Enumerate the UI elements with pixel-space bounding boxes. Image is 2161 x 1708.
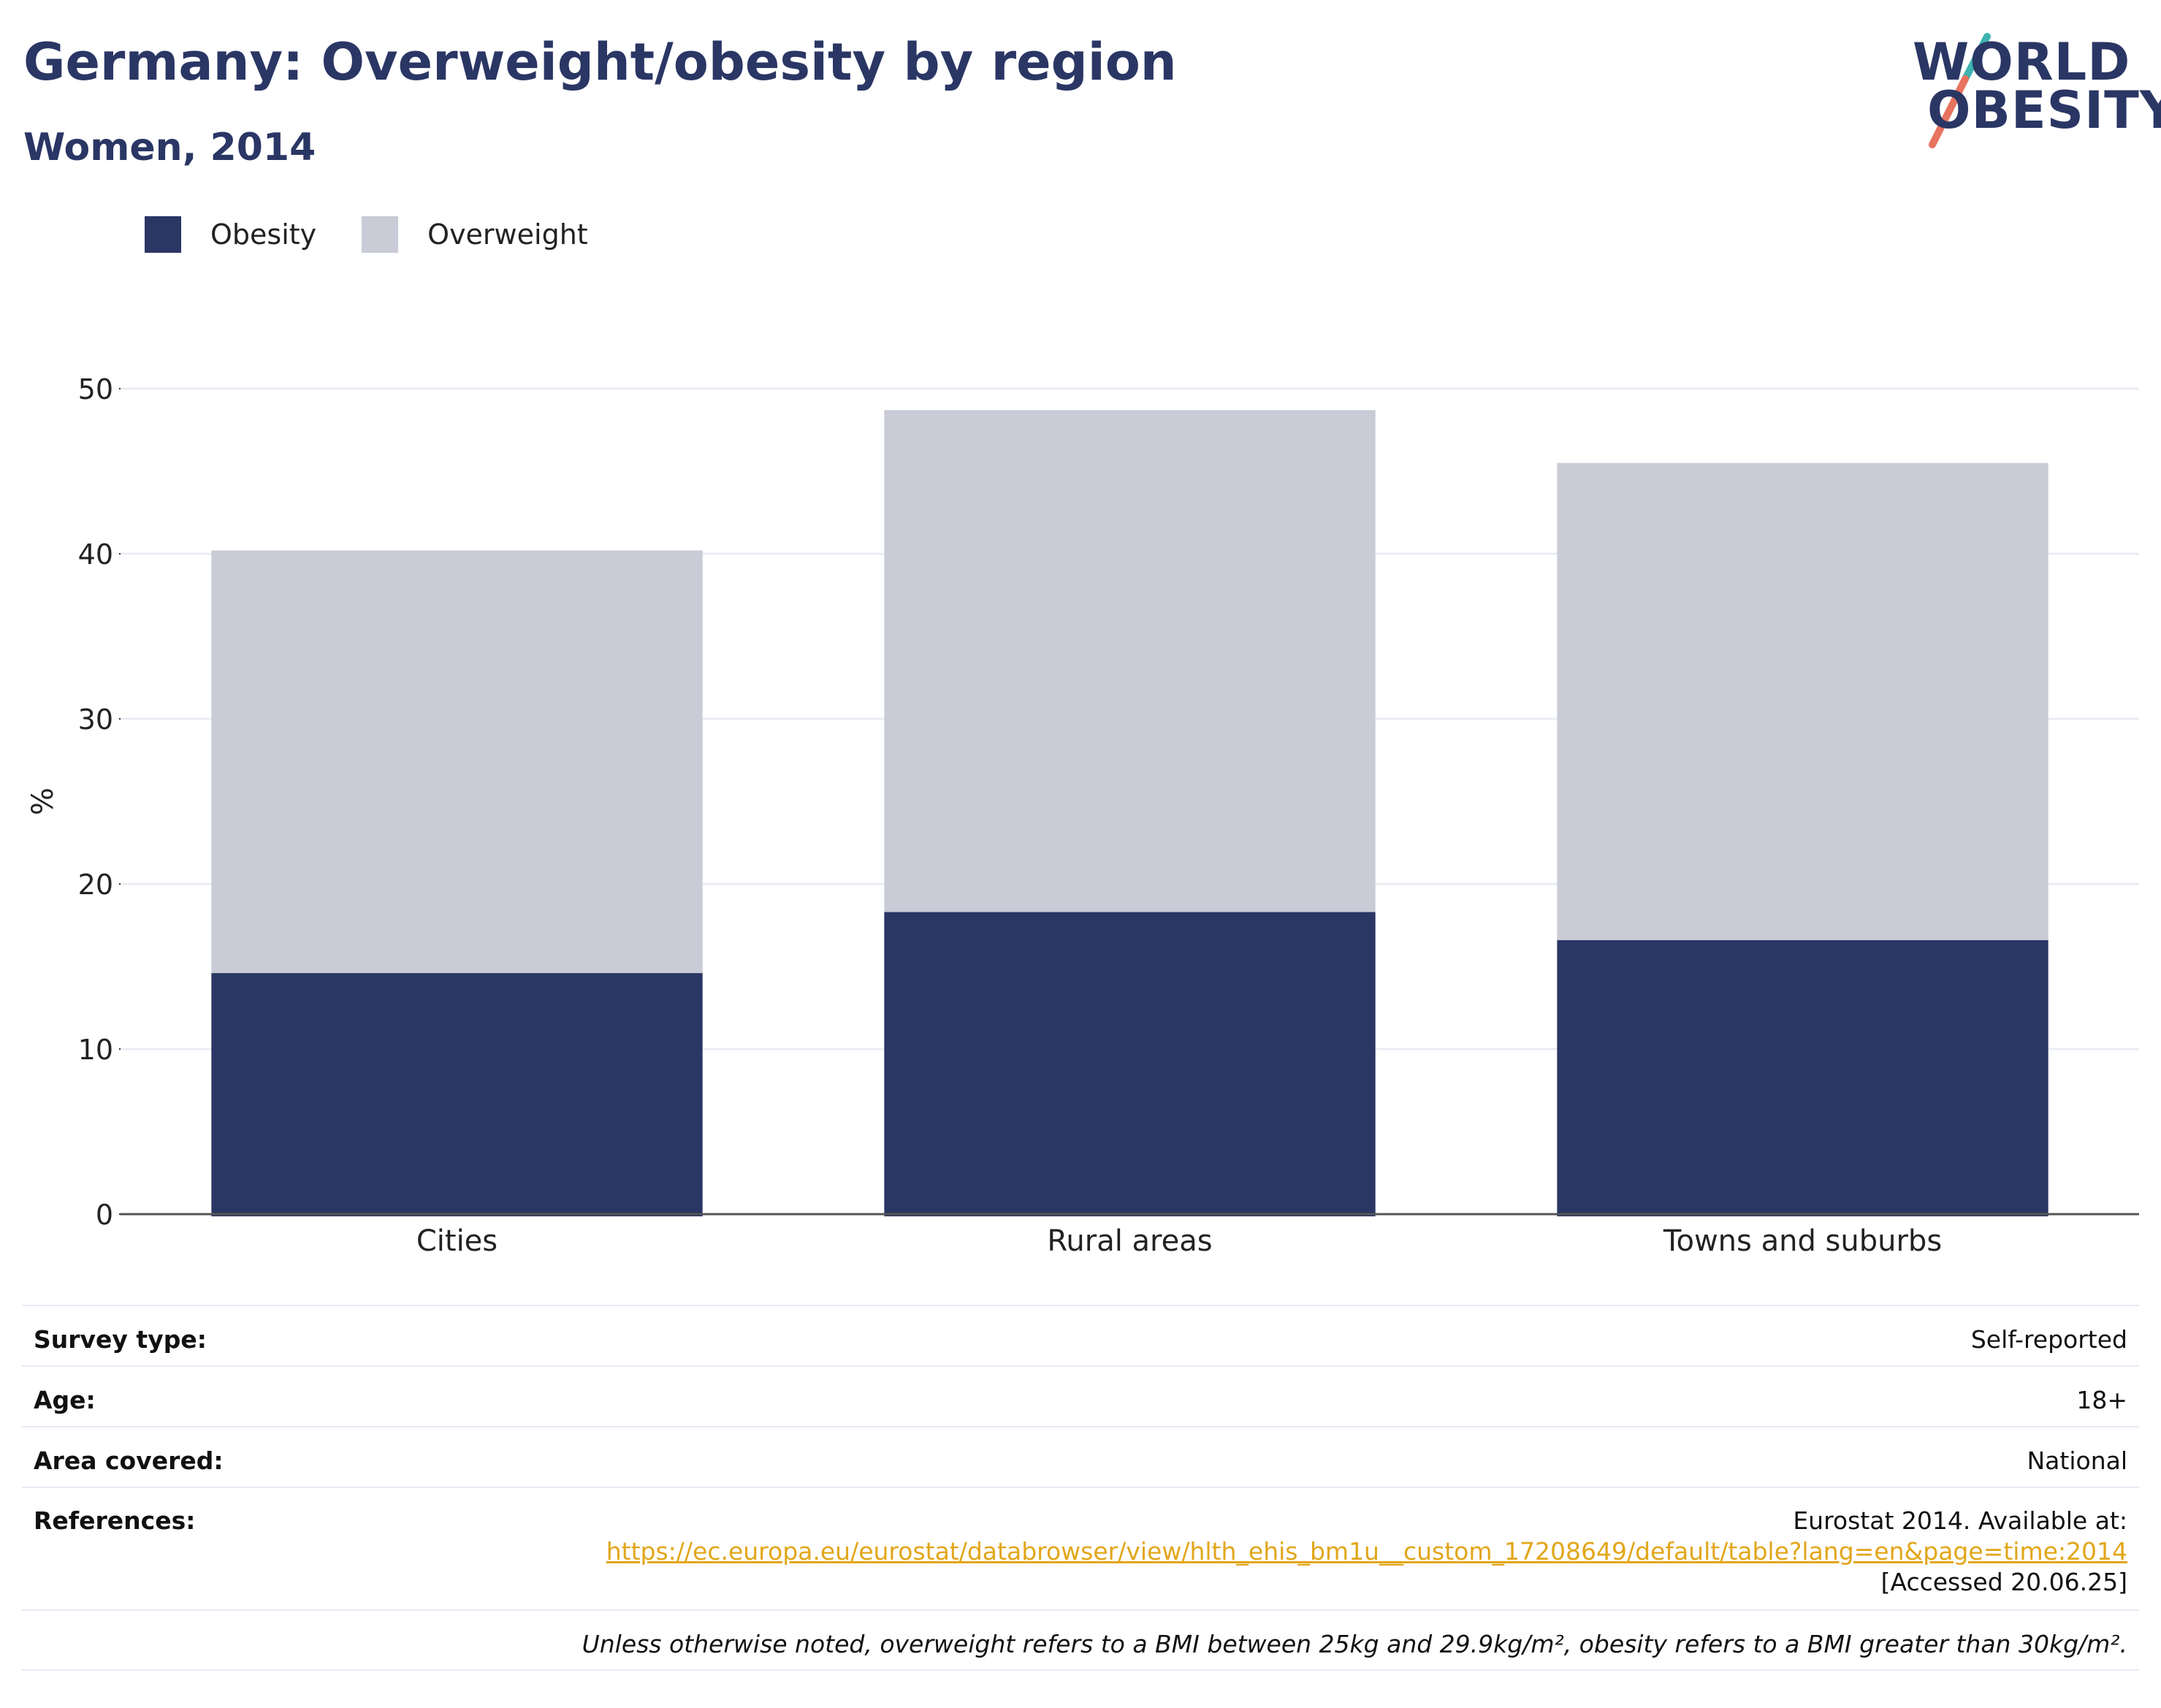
chart-legend: Obesity Overweight [145, 216, 633, 253]
y-tick-label: 30 [78, 704, 113, 736]
bar-obesity-cities [211, 973, 703, 1216]
survey-type-value: Self-reported [1970, 1325, 2127, 1354]
area-covered-value: National [2027, 1446, 2127, 1475]
logo-line-2: OBESITY [1927, 80, 2161, 140]
info-row-area: Area covered: National [22, 1426, 2139, 1487]
bmi-definition-note: Unless otherwise noted, overweight refer… [582, 1630, 2127, 1658]
y-tick-label: 10 [78, 1034, 113, 1066]
age-label: Age: [34, 1386, 96, 1414]
age-value: 18+ [2076, 1386, 2127, 1414]
y-tick-label: 20 [78, 869, 113, 901]
references-label: References: [34, 1506, 196, 1535]
info-table: Survey type: Self-reported Age: 18+ Area… [22, 1305, 2139, 1671]
legend-label-obesity: Obesity [210, 218, 317, 251]
bar-obesity-towns-and-suburbs [1557, 939, 2048, 1216]
stacked-bar-chart: 0 10 20 30 40 50% Cities Rural areas Towns and s… [26, 373, 2139, 1258]
legend-item-obesity[interactable]: Obesity [145, 216, 316, 253]
info-row-references: References: Eurostat 2014. Available at:… [22, 1487, 2139, 1609]
survey-type-label: Survey type: [34, 1325, 207, 1354]
x-tick-label: Cities [416, 1224, 498, 1258]
references-value: Eurostat 2014. Available at: https://ec.… [606, 1506, 2127, 1598]
y-tick-label: 40 [78, 538, 113, 571]
legend-label-overweight: Overweight [427, 218, 588, 251]
bar-obesity-rural-areas [884, 912, 1376, 1216]
y-axis-title: % [26, 788, 60, 815]
chart-title: Germany: Overweight/obesity by region [23, 32, 1177, 92]
y-tick-label: 0 [96, 1199, 113, 1231]
legend-swatch-obesity [145, 216, 181, 253]
info-row-note: Unless otherwise noted, overweight refer… [22, 1609, 2139, 1671]
info-row-age: Age: 18+ [22, 1365, 2139, 1426]
bar-overweight-rural-areas [884, 410, 1376, 912]
legend-item-overweight[interactable]: Overweight [362, 216, 588, 253]
bar-overweight-cities [211, 550, 703, 974]
logo-slash-icon [1929, 33, 1991, 148]
references-accessed: [Accessed 20.06.25] [1880, 1568, 2127, 1596]
references-source: Eurostat 2014. Available at: [1793, 1506, 2127, 1535]
y-tick-label: 50 [78, 373, 113, 405]
info-row-survey-type: Survey type: Self-reported [22, 1305, 2139, 1365]
references-link[interactable]: https://ec.europa.eu/eurostat/databrowse… [606, 1537, 2127, 1566]
legend-swatch-overweight [362, 216, 399, 253]
world-obesity-logo: WORLD OBESITY [1907, 22, 2161, 153]
chart-subtitle: Women, 2014 [23, 126, 316, 169]
area-covered-label: Area covered: [34, 1446, 224, 1475]
x-tick-label: Towns and suburbs [1663, 1224, 1942, 1258]
x-tick-label: Rural areas [1047, 1224, 1212, 1258]
bar-overweight-towns-and-suburbs [1557, 462, 2048, 940]
logo-line-1: WORLD [1913, 32, 2131, 92]
